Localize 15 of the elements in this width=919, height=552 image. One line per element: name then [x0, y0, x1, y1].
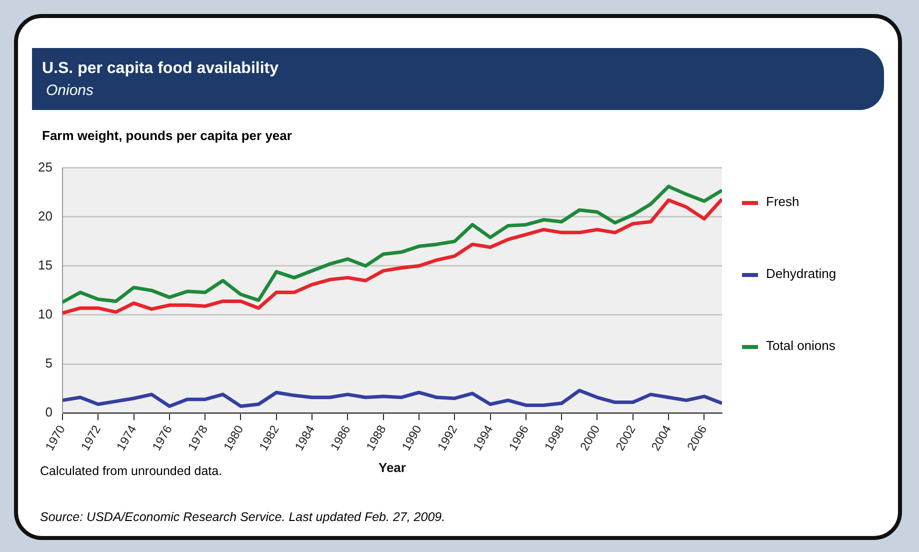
source-note: Source: USDA/Economic Research Service. Last updated Feb. 27, 2009. — [40, 510, 446, 524]
legend-label: Dehydrating — [765, 266, 836, 281]
chart-title: U.S. per capita food availability — [42, 60, 279, 78]
y-axis-title: Farm weight, pounds per capita per year — [42, 128, 292, 143]
x-axis-title: Year — [378, 460, 406, 475]
y-tick-label: 10 — [38, 306, 52, 322]
y-tick-label: 15 — [38, 257, 52, 272]
legend-label: Fresh — [765, 194, 800, 209]
y-tick-label: 5 — [45, 356, 52, 371]
legend-label: Total onions — [765, 338, 836, 353]
y-tick-label: 25 — [38, 159, 52, 174]
y-tick-label: 0 — [45, 404, 52, 420]
y-tick-label: 20 — [38, 208, 52, 224]
chart-subtitle: Onions — [46, 82, 94, 99]
text: Calculated from unrounded data. — [40, 464, 222, 478]
